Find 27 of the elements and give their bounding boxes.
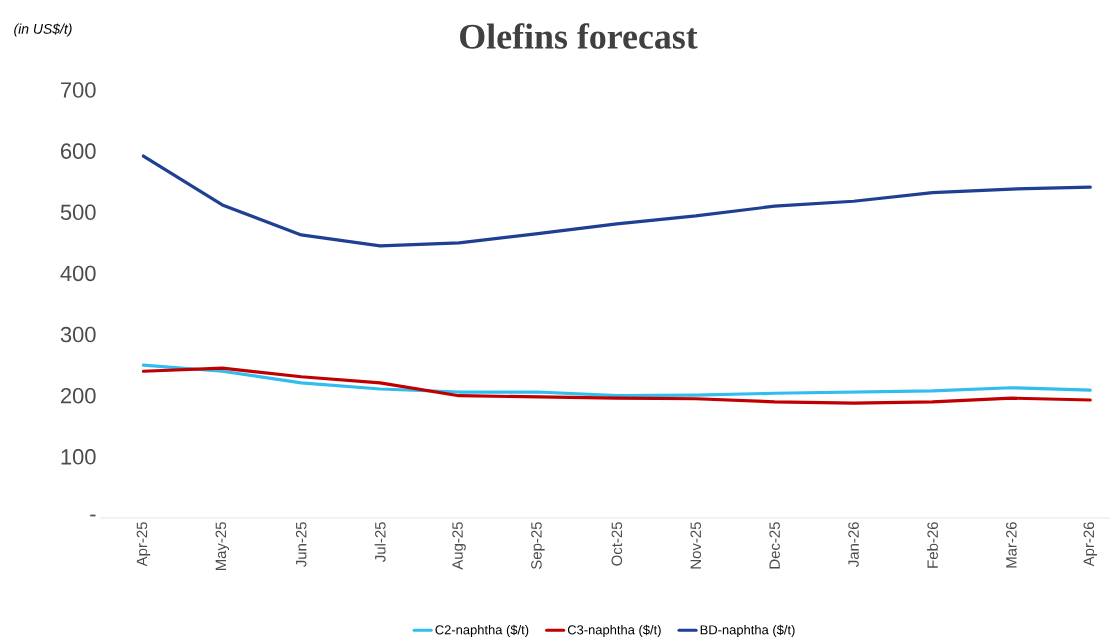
x-tick-label: Nov-25	[690, 522, 702, 569]
chart-title: Olefins forecast	[460, 23, 698, 49]
x-tick-label: Oct-25	[611, 522, 623, 566]
legend-label: C3-naphtha ($/t)	[567, 624, 661, 637]
x-tick-label: Apr-26	[1083, 522, 1098, 567]
x-tick-label: Jan-26	[848, 522, 859, 567]
line-series	[141, 154, 1092, 248]
x-tick-label: Jul-25	[374, 522, 386, 562]
text: (in US$/t)	[14, 23, 72, 37]
x-tick-label: Jun-25	[295, 522, 307, 567]
y-tick-label: 400	[60, 265, 96, 282]
y-tick-label: 700	[61, 82, 96, 98]
y-tick-label: 600	[61, 143, 96, 159]
y-tick-label: 100	[61, 449, 96, 465]
x-tick-label: May-25	[215, 522, 230, 571]
legend-label: BD-naphtha ($/t)	[700, 624, 795, 637]
x-tick-label: Dec-25	[769, 522, 780, 569]
y-tick-label: 300	[60, 326, 96, 343]
y-tick-label: 200	[61, 387, 96, 404]
x-tick-label: Mar-26	[1006, 522, 1017, 568]
x-tick-label: Feb-26	[926, 522, 938, 568]
y-tick-label: 500	[60, 204, 96, 221]
legend-label: C2-naphtha ($/t)	[435, 624, 529, 637]
y-tick-label: -	[90, 514, 96, 517]
x-tick-label: Aug-25	[452, 522, 466, 570]
x-tick-label: Sep-25	[531, 522, 545, 570]
x-tick-label: Apr-25	[136, 522, 151, 567]
